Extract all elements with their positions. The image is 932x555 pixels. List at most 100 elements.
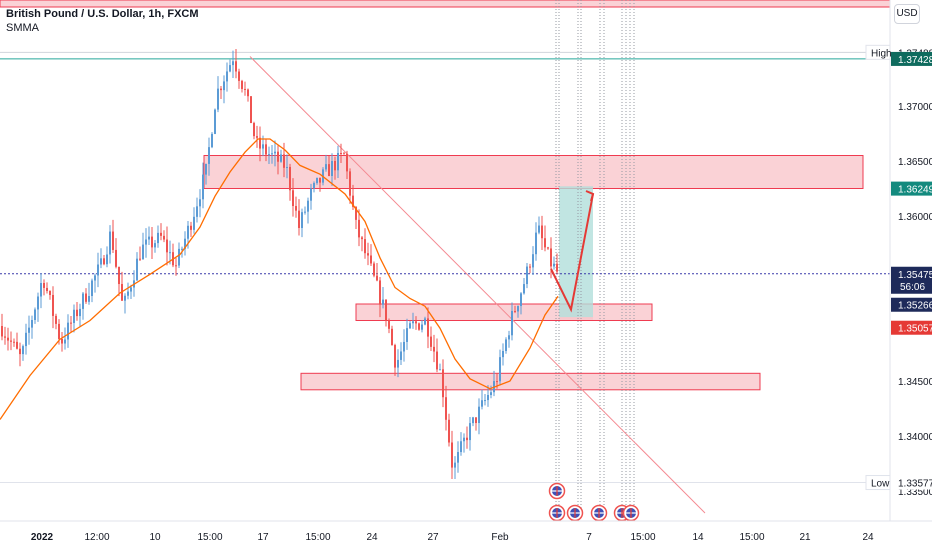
price-tick-label: 1.34500: [898, 377, 932, 388]
time-axis[interactable]: 2022 12:00 10 15:00 17 15:00 24 27 Feb 7 15:00 14 15…: [0, 520, 932, 543]
candle-body: [352, 195, 354, 207]
time-tick-label: 15:00: [739, 532, 764, 543]
candle-body: [79, 308, 81, 317]
candle-body: [202, 174, 204, 200]
candle-body: [7, 337, 9, 341]
candle-body: [73, 309, 75, 323]
candle-body: [370, 255, 372, 264]
candle-body: [385, 299, 387, 321]
event-flag-icon[interactable]: [590, 504, 608, 522]
event-flag-icon[interactable]: [566, 504, 584, 522]
candle-body: [178, 248, 180, 266]
candle-body: [535, 232, 537, 255]
projection-layer[interactable]: [550, 190, 595, 313]
candle-body: [184, 238, 186, 249]
currency-button[interactable]: USD: [894, 4, 920, 24]
candle-body: [76, 309, 78, 317]
candle-body: [157, 232, 159, 244]
candle-body: [436, 351, 438, 370]
candle-body: [274, 151, 276, 154]
candle-body: [64, 339, 66, 344]
candle-body: [145, 239, 147, 245]
event-flag-icon[interactable]: [548, 504, 566, 522]
candle-body: [28, 327, 30, 333]
zone-demand-zone: [300, 372, 761, 391]
candle-body: [25, 332, 27, 347]
candle-body: [199, 199, 201, 207]
candle-body: [310, 188, 312, 201]
candle-body: [55, 315, 57, 324]
event-flag-icon[interactable]: [548, 482, 566, 500]
candle-body: [211, 133, 213, 148]
candle-body: [283, 154, 285, 168]
candle-body: [52, 294, 54, 316]
symbol-title[interactable]: British Pound / U.S. Dollar, 1h, FXCM: [6, 8, 199, 20]
candle-body: [259, 137, 261, 149]
time-tick-label: 7: [586, 532, 592, 543]
candle-body: [556, 263, 558, 272]
candle-body: [1, 326, 3, 337]
zone-entry-zone: [355, 303, 653, 321]
candle-body: [481, 400, 483, 407]
candle-body: [439, 369, 441, 371]
price-axis[interactable]: 1.37000 1.36500 1.36000 1.34500 1.34000 1.335…: [865, 0, 932, 521]
candle-body: [340, 152, 342, 154]
candle-body: [271, 153, 273, 155]
horizontal-level-price: 1.37428: [898, 55, 932, 66]
candle-body: [190, 225, 192, 230]
candle-body: [499, 357, 501, 382]
candle-body: [34, 309, 36, 320]
candle-body: [31, 319, 33, 328]
candle-body: [364, 239, 366, 254]
time-tick-label: 24: [366, 532, 378, 543]
candle-body: [304, 211, 306, 213]
candle-body: [301, 212, 303, 229]
candle-body: [58, 323, 60, 339]
candle-body: [490, 392, 492, 395]
stop-price-label: 1.35057: [898, 324, 932, 335]
indicator-label[interactable]: SMMA: [6, 22, 39, 34]
event-icons-layer[interactable]: [548, 482, 640, 522]
event-flag-icon[interactable]: [622, 504, 640, 522]
candle-body: [538, 225, 540, 233]
price-tick-label: 1.33500: [898, 487, 932, 498]
candle-body: [112, 231, 114, 250]
candle-body: [43, 282, 45, 288]
candle-body: [37, 296, 39, 310]
projection-arrow: [550, 193, 594, 313]
trendline-layer[interactable]: [249, 56, 706, 514]
candle-body: [526, 266, 528, 285]
candle-body: [337, 152, 339, 171]
low-price-label: 1.33577: [898, 479, 932, 490]
candle-body: [106, 254, 108, 265]
candle-body: [244, 88, 246, 90]
candle-body: [328, 164, 330, 176]
candle-body: [475, 417, 477, 424]
candle-body: [292, 190, 294, 207]
candle-body: [82, 293, 84, 309]
candle-body: [49, 291, 51, 295]
candle-body: [367, 253, 369, 256]
candle-body: [376, 275, 378, 281]
candle-body: [280, 154, 282, 162]
candle-body: [118, 266, 120, 285]
candle-body: [142, 244, 144, 260]
candle-body: [361, 237, 363, 240]
candle-body: [232, 61, 234, 66]
candle-body: [496, 381, 498, 383]
candle-body: [10, 340, 12, 342]
candle-body: [88, 296, 90, 302]
candles-layer: [1, 49, 558, 480]
high-tag-bg: [865, 44, 891, 60]
candle-body: [331, 161, 333, 176]
candle-body: [334, 161, 336, 171]
candle-body: [19, 348, 21, 355]
zone-supply-zone: [203, 155, 864, 189]
time-tick-label: Feb: [491, 532, 509, 543]
candle-body: [205, 163, 207, 175]
candle-body: [454, 462, 456, 468]
candle-body: [151, 236, 153, 248]
candle-body: [403, 341, 405, 352]
